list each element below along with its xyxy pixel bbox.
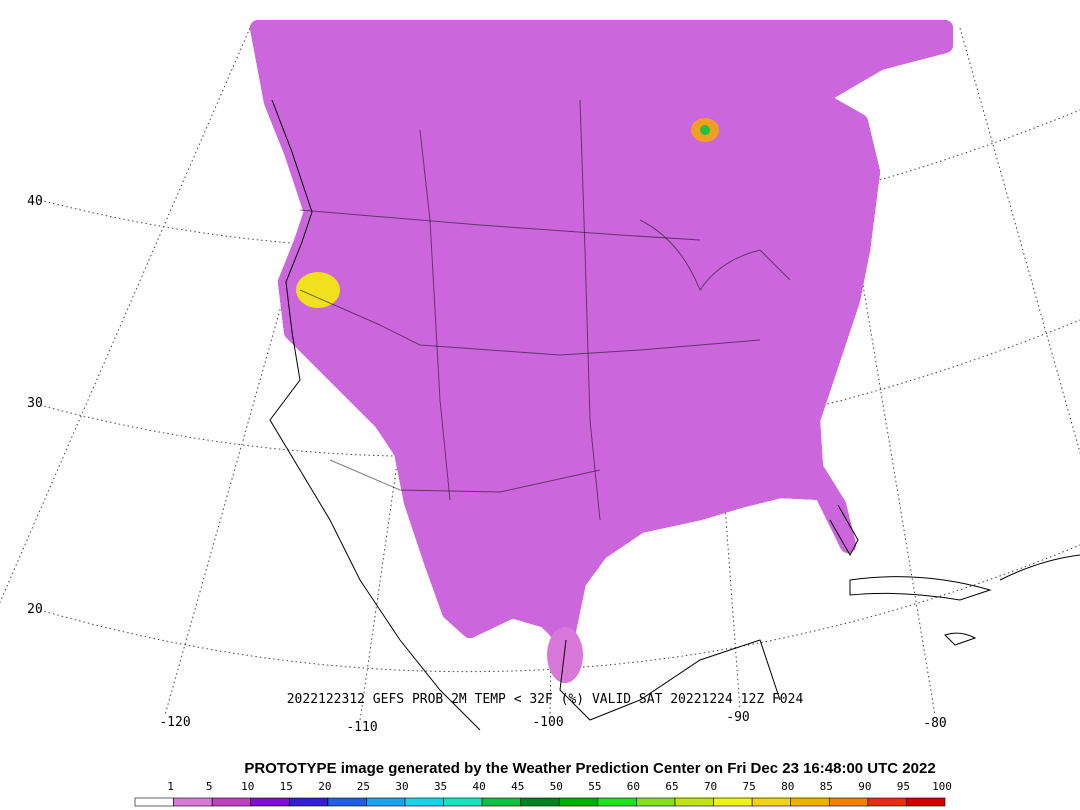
colorbar-label: 5	[206, 780, 213, 793]
lat-label: 20	[27, 602, 43, 617]
colorbar-swatch	[366, 797, 406, 807]
colorbar-label: 100	[932, 780, 952, 793]
prob-spot	[296, 272, 340, 308]
coastline	[849, 576, 992, 601]
coastline	[559, 639, 781, 721]
colorbar-swatch	[867, 797, 907, 807]
colorbar-swatch	[751, 797, 792, 807]
colorbar-label: 60	[627, 780, 640, 793]
coastline	[944, 632, 977, 646]
colorbar-swatch	[481, 797, 522, 807]
colorbar-swatch	[790, 797, 830, 807]
colorbar-label: 50	[550, 780, 563, 793]
lat-line	[39, 319, 1080, 457]
colorbar-swatch	[211, 797, 252, 807]
probability-field	[250, 20, 953, 683]
border	[299, 209, 701, 241]
border	[579, 99, 601, 521]
colorbar-swatch	[134, 797, 174, 807]
colorbar-label: 10	[241, 780, 254, 793]
border	[299, 289, 761, 356]
coastline	[829, 504, 859, 557]
colorbar-swatch	[443, 797, 483, 807]
colorbar-label: 70	[704, 780, 717, 793]
colorbar-swatch	[250, 797, 290, 807]
lon-label: -120	[159, 715, 190, 730]
coastline	[269, 99, 481, 731]
colorbar-label: 90	[858, 780, 871, 793]
lat-label: 30	[27, 396, 43, 411]
colorbar-swatch	[597, 797, 637, 807]
border	[329, 459, 601, 493]
colorbar-label: 1	[167, 780, 174, 793]
colorbar-swatch	[558, 797, 599, 807]
colorbar-label: 75	[743, 780, 756, 793]
colorbar-label: 45	[511, 780, 524, 793]
colorbar-label: 30	[395, 780, 408, 793]
colorbar-label: 15	[280, 780, 293, 793]
lon-label: -100	[532, 715, 563, 730]
colorbar-swatch	[674, 797, 714, 807]
colorbar-swatch	[828, 797, 869, 807]
colorbar-swatch	[288, 797, 329, 807]
colorbar-label: 85	[820, 780, 833, 793]
colorbar-label: 35	[434, 780, 447, 793]
colorbar-swatch	[404, 797, 444, 807]
colorbar-swatch	[636, 797, 676, 807]
colorbar-swatch	[713, 797, 753, 807]
lon-label: -110	[346, 720, 377, 735]
lon-label: -90	[726, 710, 749, 725]
colorbar-swatch	[520, 797, 560, 807]
colorbar-swatch	[173, 797, 213, 807]
lon-line	[164, 27, 361, 716]
colorbar-label: 80	[781, 780, 794, 793]
footer: PROTOTYPE image generated by the Weather…	[244, 760, 935, 777]
great-lakes	[639, 219, 791, 292]
coastline	[999, 554, 1080, 581]
colorbar-swatch	[327, 797, 367, 807]
colorbar-label: 20	[318, 780, 331, 793]
prob-spot	[547, 627, 583, 683]
lat-line	[39, 544, 1080, 673]
caption: 2022122312 GEFS PROB 2M TEMP < 32F (%) V…	[287, 692, 804, 707]
colorbar: 1 5 10 15 20 25 30 35 40 45 50 55 60 65 70 75 80 85 90 95 10…	[134, 780, 952, 807]
lon-label: -80	[923, 716, 946, 731]
border	[419, 129, 451, 501]
boundaries	[269, 99, 1080, 731]
colorbar-label: 55	[588, 780, 601, 793]
prob-spot	[700, 125, 710, 135]
lon-line	[0, 27, 251, 604]
colorbar-label: 65	[665, 780, 678, 793]
colorbar-label: 25	[357, 780, 370, 793]
axis-labels: 40 30 20 -120 -110 -100 -90 -80	[27, 194, 947, 735]
colorbar-label: 40	[473, 780, 486, 793]
lat-label: 40	[27, 194, 43, 209]
colorbar-label: 95	[897, 780, 910, 793]
colorbar-swatch	[906, 797, 946, 807]
